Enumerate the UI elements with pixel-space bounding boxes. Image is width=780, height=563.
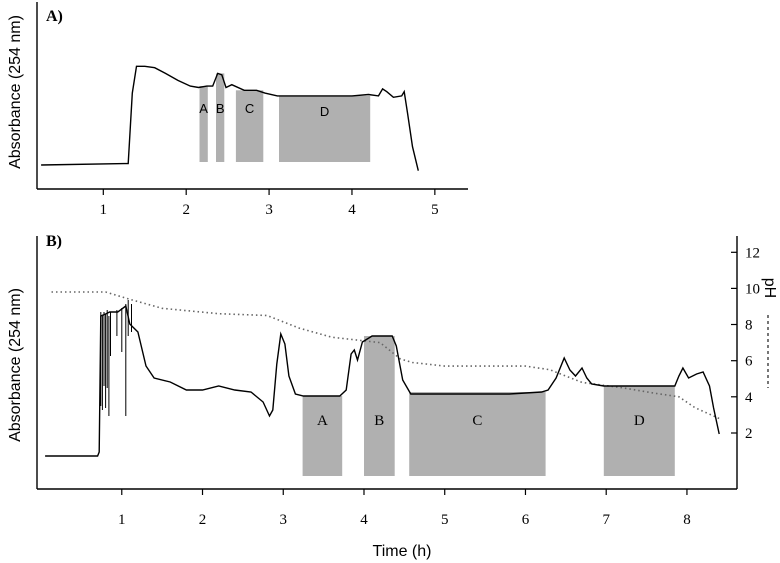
panel-b-x-tick-label-4: 4 — [360, 512, 368, 528]
panel-a-fraction-label-c: C — [245, 101, 254, 116]
panel-b-absorbance-trace — [45, 304, 720, 457]
panel-b-fraction-b — [364, 336, 395, 476]
panel-b-fraction-d — [603, 386, 675, 476]
panel-b-ph-tick-label-10: 10 — [745, 281, 760, 297]
panel-b-fraction-labels: A B C D — [317, 413, 645, 429]
panel-a-fractions — [199, 73, 371, 162]
panel-a-x-ticks: 1 2 3 4 5 — [100, 189, 439, 218]
panel-a-fraction-label-a: A — [199, 101, 208, 116]
panel-a-x-tick-label-3: 3 — [265, 202, 273, 218]
panel-a-x-tick-label-5: 5 — [431, 202, 439, 218]
panel-b-fraction-label-c: C — [472, 413, 482, 429]
panel-b-ph-tick-label-12: 12 — [745, 245, 760, 261]
panel-b-fraction-a — [302, 396, 343, 476]
panel-b-x-tick-label-2: 2 — [199, 512, 207, 528]
panel-a-fraction-label-d: D — [320, 104, 329, 119]
panel-b-ph-trace — [51, 291, 720, 420]
panel-b-x-tick-label-7: 7 — [602, 512, 610, 528]
panel-b-label: B) — [46, 233, 62, 250]
panel-b-ph-axis-label: pH — [761, 278, 778, 298]
panel-b-ph-ticks: 2 4 6 8 10 12 — [731, 245, 760, 442]
panel-b-x-ticks: 1 2 3 4 5 6 7 8 — [118, 489, 691, 528]
panel-a-label: A) — [46, 8, 63, 25]
panel-a-fraction-c — [235, 90, 264, 162]
panel-b-x-tick-label-3: 3 — [280, 512, 288, 528]
panel-b-fractions — [302, 336, 675, 476]
panel-b-ph-tick-label-2: 2 — [745, 426, 753, 442]
panel-a-x-tick-label-4: 4 — [348, 202, 356, 218]
panel-a-fraction-b — [216, 73, 225, 162]
panel-b-y-axis-label: Absorbance (254 nm) — [7, 288, 24, 442]
x-axis-label: Time (h) — [373, 543, 432, 560]
panel-b-ph-tick-label-4: 4 — [745, 390, 753, 406]
panel-a-y-axis-label: Absorbance (254 nm) — [7, 15, 24, 169]
panel-b-fraction-c — [409, 392, 546, 476]
panel-a-x-tick-label-2: 2 — [182, 202, 190, 218]
panel-a-fraction-a — [199, 86, 208, 162]
panel-b-ph-tick-label-8: 8 — [745, 318, 753, 334]
panel-b-x-tick-label-5: 5 — [441, 512, 449, 528]
panel-b-x-tick-label-1: 1 — [118, 512, 126, 528]
panel-b-fraction-label-a: A — [317, 413, 328, 429]
panel-b-fraction-label-b: B — [374, 413, 384, 429]
panel-a-absorbance-trace — [41, 65, 419, 171]
panel-b-x-tick-label-6: 6 — [522, 512, 530, 528]
panel-b-ph-tick-label-6: 6 — [745, 354, 753, 370]
panel-b-noise-spikes — [100, 300, 132, 416]
panel-b-x-tick-label-8: 8 — [683, 512, 691, 528]
panel-a-fraction-d — [279, 95, 371, 162]
panel-a-x-tick-label-1: 1 — [100, 202, 108, 218]
panel-b-fraction-label-d: D — [634, 413, 645, 429]
panel-a-fraction-label-b: B — [216, 101, 225, 116]
